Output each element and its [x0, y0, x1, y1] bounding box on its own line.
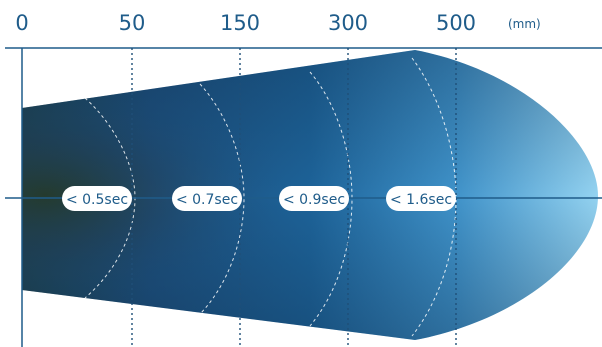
zone-label-3-text: < 0.9sec [283, 192, 345, 208]
zone-label-2: < 0.7sec [172, 186, 242, 211]
scale-tick-50: 50 [119, 11, 146, 35]
scale-tick-500: 500 [436, 11, 476, 35]
zone-label-1-text: < 0.5sec [66, 192, 128, 208]
scale-tick-0: 0 [15, 11, 28, 35]
zone-label-4-text: < 1.6sec [390, 192, 452, 208]
zone-label-2-text: < 0.7sec [176, 192, 238, 208]
scale-tick-150: 150 [220, 11, 260, 35]
zone-boundary-arc-4 [411, 57, 457, 337]
scale-unit-label: (mm) [508, 17, 541, 31]
zone-label-4: < 1.6sec [386, 186, 456, 211]
zone-label-3: < 0.9sec [279, 186, 349, 211]
scale-tick-300: 300 [328, 11, 368, 35]
zone-boundary-arc-2 [199, 83, 245, 315]
zone-label-1: < 0.5sec [62, 186, 132, 211]
